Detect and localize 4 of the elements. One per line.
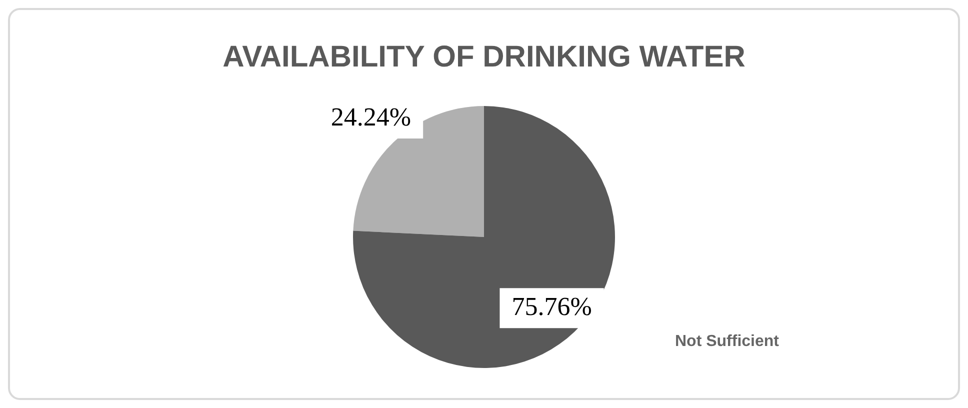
slice-label: Not Sufficient [674, 333, 780, 350]
data-label: 75.76% [512, 292, 592, 321]
data-label: 24.24% [330, 102, 412, 132]
chart-title: AVAILABILITY OF DRINKING WATER [222, 40, 746, 74]
